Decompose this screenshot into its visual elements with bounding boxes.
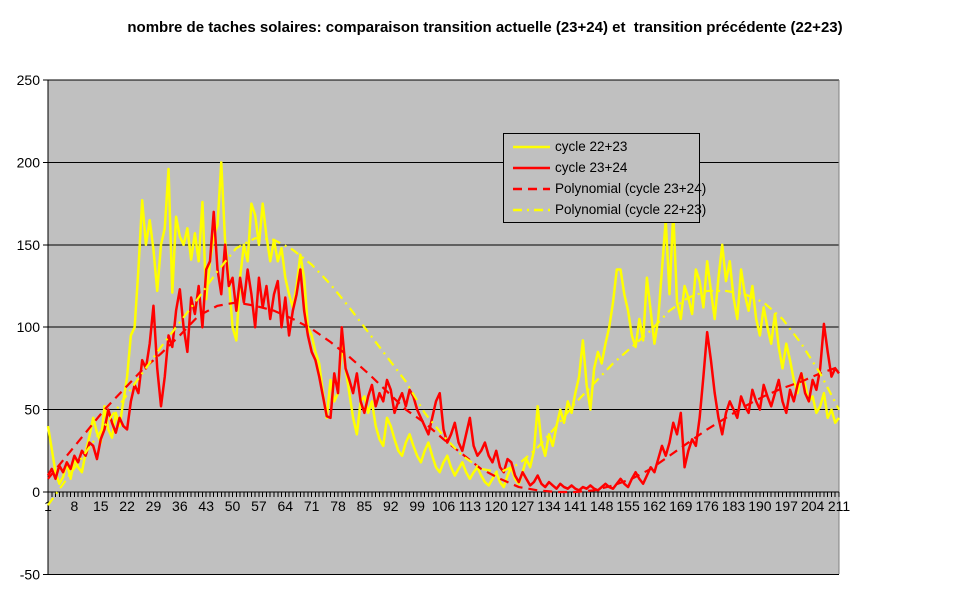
x-axis-label-43: 43 (198, 498, 214, 514)
x-axis-label-211: 211 (828, 498, 851, 514)
x-axis-label-197: 197 (775, 498, 799, 514)
x-axis-label-22: 22 (119, 498, 135, 514)
legend-label: cycle 22+23 (555, 139, 628, 154)
series-line-2 (47, 301, 840, 494)
legend-line-sample (513, 208, 550, 211)
x-axis-label-85: 85 (357, 498, 373, 514)
x-axis-label-36: 36 (172, 498, 188, 514)
legend-item-0: cycle 22+23 (504, 137, 699, 157)
x-axis-label-120: 120 (485, 498, 509, 514)
legend-label: Polynomial (cycle 23+24) (555, 181, 707, 196)
x-axis-label-148: 148 (590, 498, 614, 514)
legend-label: Polynomial (cycle 22+23) (555, 202, 707, 217)
x-axis-label-99: 99 (409, 498, 425, 514)
x-axis-label-183: 183 (722, 498, 746, 514)
x-axis-label-155: 155 (616, 498, 640, 514)
x-axis-label-92: 92 (383, 498, 399, 514)
x-axis-label-64: 64 (278, 498, 294, 514)
x-axis-label-57: 57 (251, 498, 267, 514)
x-axis-label-141: 141 (564, 498, 588, 514)
legend-line-sample (513, 145, 550, 148)
legend-line-sample (513, 187, 550, 190)
y-axis-label-250: 250 (17, 72, 41, 88)
x-axis-label-204: 204 (801, 498, 825, 514)
chart-title: nombre de taches solaires: comparaison t… (127, 19, 843, 36)
x-axis-label-78: 78 (330, 498, 346, 514)
x-axis-label-29: 29 (146, 498, 162, 514)
x-axis-label-176: 176 (695, 498, 719, 514)
x-axis-label-71: 71 (304, 498, 320, 514)
x-axis-label-50: 50 (225, 498, 241, 514)
x-axis-label-106: 106 (432, 498, 456, 514)
y-axis-label-0: 0 (32, 484, 40, 500)
legend-item-3: Polynomial (cycle 22+23) (504, 200, 706, 220)
x-axis-label-1: 1 (44, 498, 52, 514)
series-line-1 (46, 210, 840, 492)
x-axis-label-162: 162 (643, 498, 667, 514)
x-axis-label-113: 113 (459, 498, 482, 514)
legend-item-1: cycle 23+24 (504, 158, 699, 178)
y-axis-label-150: 150 (17, 237, 41, 253)
legend-label: cycle 23+24 (555, 160, 628, 175)
x-axis-label-134: 134 (537, 498, 561, 514)
x-axis-label-127: 127 (511, 498, 535, 514)
legend-item-2: Polynomial (cycle 23+24) (504, 179, 706, 199)
y-axis-label-200: 200 (17, 154, 41, 170)
x-axis-label-169: 169 (669, 498, 693, 514)
series-line-0 (46, 161, 840, 489)
x-axis-label-190: 190 (748, 498, 772, 514)
y-axis-label-100: 100 (17, 319, 41, 335)
x-axis-label-15: 15 (93, 498, 109, 514)
legend-box: cycle 22+23 cycle 23+24 Polynomial (cycle … (503, 133, 706, 223)
x-axis-tick-comb (47, 492, 840, 497)
x-axis-label-8: 8 (70, 498, 78, 514)
legend-line-sample (513, 166, 550, 169)
series-line-3 (47, 237, 840, 506)
y-axis-label-50: 50 (24, 402, 40, 418)
y-axis-label--50: -50 (20, 566, 40, 582)
